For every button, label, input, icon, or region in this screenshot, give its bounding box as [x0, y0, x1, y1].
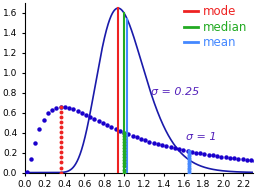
Text: σ = 0.25: σ = 0.25 — [151, 87, 199, 97]
Text: σ = 1: σ = 1 — [186, 132, 216, 142]
Legend: mode, median, mean: mode, median, mean — [184, 5, 247, 49]
